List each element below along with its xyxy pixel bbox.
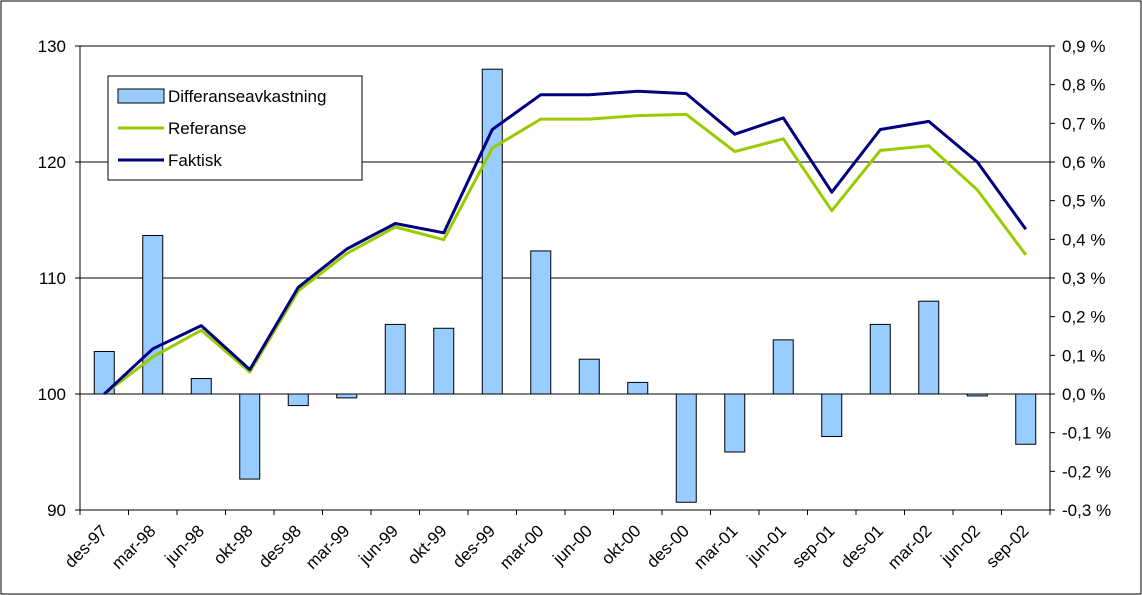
right-tick-label: 0,1 % [1062, 346, 1105, 365]
bar [918, 300, 940, 395]
bar [724, 393, 746, 453]
right-tick-label: 0,7 % [1062, 114, 1105, 133]
bar [481, 68, 503, 395]
bar [578, 358, 600, 395]
bar [966, 393, 988, 397]
right-tick-label: 0,0 % [1062, 385, 1105, 404]
bar [627, 381, 649, 395]
right-axis: -0,3 % -0,2 % -0,1 % 0,0 % 0,1 % 0,2 % 0,3 % 0,… [1050, 37, 1111, 520]
bar [821, 393, 843, 438]
bar [530, 250, 552, 395]
bar-series [93, 68, 1037, 503]
right-tick-label: 0,4 % [1062, 230, 1105, 249]
left-tick-label: 110 [39, 269, 66, 288]
right-tick-label: -0,2 % [1062, 462, 1111, 481]
legend-label: Referanse [168, 119, 246, 138]
bar [190, 378, 212, 395]
bar [1015, 393, 1037, 445]
right-tick-label: -0,1 % [1062, 424, 1111, 443]
bar [142, 234, 164, 395]
bar [433, 327, 455, 395]
bar [336, 393, 358, 399]
legend-label: Faktisk [168, 151, 222, 170]
right-tick-label: 0,8 % [1062, 76, 1105, 95]
bar [93, 350, 115, 395]
right-tick-label: 0,6 % [1062, 153, 1105, 172]
right-tick-label: 0,3 % [1062, 269, 1105, 288]
bar [287, 393, 309, 407]
left-tick-label: 100 [38, 385, 66, 404]
left-tick-label: 130 [38, 37, 66, 56]
bar [384, 323, 406, 395]
legend: Differanseavkastning Referanse Faktisk [107, 75, 363, 181]
left-tick-label: 90 [47, 501, 66, 520]
bar [772, 339, 794, 395]
line-series [103, 89, 1028, 396]
bar [239, 393, 261, 480]
legend-swatch-bar [117, 88, 165, 104]
bar [869, 323, 891, 395]
right-tick-label: -0,3 % [1062, 501, 1111, 520]
left-axis: 90 100 110 120 130 [38, 37, 80, 520]
right-tick-label: 0,2 % [1062, 308, 1105, 327]
right-tick-label: 0,9 % [1062, 37, 1105, 56]
right-tick-label: 0,5 % [1062, 192, 1105, 211]
legend-label: Differanseavkastning [168, 87, 326, 106]
series-line-faktisk [103, 89, 1028, 396]
left-tick-label: 120 [38, 153, 66, 172]
bar [675, 393, 697, 503]
